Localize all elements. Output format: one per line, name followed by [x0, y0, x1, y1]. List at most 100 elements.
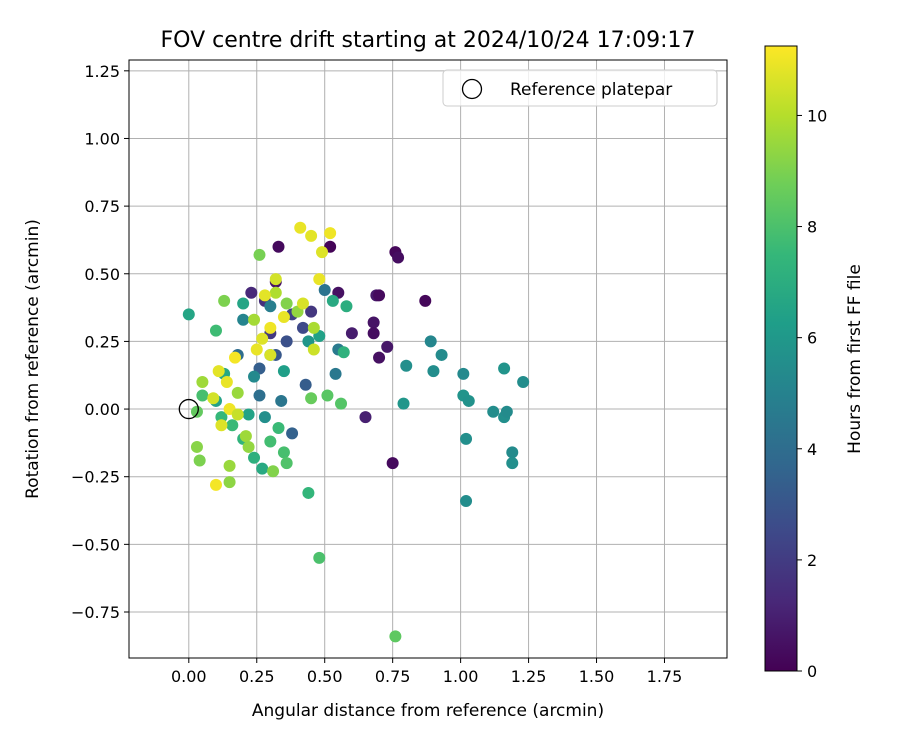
scatter-point: [296, 297, 309, 310]
scatter-point: [253, 248, 266, 261]
scatter-point: [239, 430, 252, 443]
y-tick-label: 1.00: [84, 129, 120, 148]
scatter-point: [487, 405, 500, 418]
scatter-point: [250, 343, 263, 356]
scatter-point: [245, 286, 258, 299]
scatter-point: [272, 422, 285, 434]
x-tick-label: 0.50: [307, 667, 343, 686]
scatter-point: [248, 451, 261, 464]
y-axis-label: Rotation from reference (arcmin): [23, 219, 43, 499]
legend: Reference platepar: [442, 69, 718, 107]
scatter-point: [267, 465, 280, 478]
scatter-point: [419, 294, 432, 307]
scatter-point: [264, 348, 277, 361]
colorbar-tick-label: 8: [807, 218, 817, 237]
scatter-point: [307, 321, 320, 334]
scatter-point: [196, 376, 209, 388]
scatter-point: [223, 476, 236, 489]
scatter-point: [315, 246, 328, 259]
scatter-point: [318, 284, 331, 296]
y-tick-label: 0.25: [84, 332, 120, 351]
scatter-point: [299, 378, 312, 391]
scatter-point: [277, 365, 290, 378]
colorbar: [765, 46, 797, 671]
legend-box: [442, 69, 718, 107]
scatter-point: [335, 397, 348, 410]
scatter-point: [386, 457, 399, 470]
x-tick-label: 0.25: [239, 667, 275, 686]
scatter-point: [302, 486, 315, 499]
x-tick-label: 1.25: [511, 667, 547, 686]
scatter-point: [313, 551, 326, 564]
scatter-point: [389, 630, 402, 643]
scatter-point: [264, 435, 277, 448]
scatter-point: [324, 227, 337, 240]
y-tick-label: 0.75: [84, 197, 120, 216]
scatter-point: [326, 294, 339, 307]
scatter-point: [277, 311, 290, 324]
x-tick-label: 1.75: [647, 667, 683, 686]
scatter-point: [506, 457, 519, 470]
scatter-point: [229, 351, 242, 364]
scatter-point: [397, 397, 410, 410]
scatter-point: [305, 229, 318, 242]
scatter-point: [218, 294, 231, 307]
chart-title: FOV centre drift starting at 2024/10/24 …: [161, 28, 696, 53]
colorbar-tick-label: 10: [807, 106, 827, 125]
scatter-point: [256, 462, 269, 475]
colorbar-tick-label: 0: [807, 662, 817, 681]
scatter-point: [400, 359, 413, 372]
scatter-point: [294, 221, 307, 234]
scatter-point: [264, 300, 277, 313]
scatter-point: [275, 394, 288, 407]
scatter-point: [427, 365, 440, 378]
y-tick-label: 0.00: [84, 400, 120, 419]
scatter-point: [220, 376, 233, 388]
scatter-point: [242, 440, 255, 453]
colorbar-label: Hours from first FF file: [845, 264, 865, 454]
scatter-point: [209, 324, 222, 337]
scatter-point: [196, 389, 209, 402]
scatter-point: [500, 405, 513, 418]
scatter-point: [280, 335, 293, 348]
scatter-point: [190, 405, 203, 418]
scatter-point: [242, 408, 255, 421]
scatter-point: [305, 392, 318, 405]
scatter-point: [223, 459, 236, 472]
x-axis-ticks: 0.00 0.25 0.50 0.75 1.00 1.25 1.50 1.75: [171, 658, 682, 686]
scatter-point: [373, 351, 386, 364]
y-tick-label: 1.25: [84, 62, 120, 81]
reference-platepar-marker: [178, 398, 199, 420]
scatter-point: [424, 335, 437, 348]
scatter-point: [460, 432, 473, 445]
x-tick-label: 1.50: [579, 667, 615, 686]
scatter-point: [207, 392, 220, 405]
scatter-point: [340, 300, 353, 313]
scatter-point: [307, 343, 320, 356]
scatter-point: [209, 478, 222, 491]
legend-entry-label: Reference platepar: [510, 80, 672, 100]
scatter-point: [462, 394, 475, 407]
scatter-points: [182, 221, 530, 643]
grid: [129, 60, 727, 658]
scatter-point: [381, 340, 394, 353]
scatter-point: [392, 251, 405, 264]
scatter-point: [237, 297, 250, 310]
scatter-point: [190, 440, 203, 453]
colorbar-tick-label: 4: [807, 440, 817, 459]
scatter-point: [305, 305, 318, 318]
scatter-point: [280, 457, 293, 470]
scatter-point: [226, 419, 239, 432]
scatter-point: [231, 386, 244, 399]
scatter-point: [313, 273, 326, 286]
colorbar-ticks: 0 2 4 6 8 10: [797, 106, 827, 681]
scatter-point: [367, 327, 380, 340]
x-tick-label: 1.00: [443, 667, 479, 686]
y-tick-label: −0.50: [71, 535, 120, 554]
scatter-point: [253, 389, 266, 402]
colorbar-tick-label: 6: [807, 329, 817, 348]
scatter-point: [517, 376, 530, 388]
scatter-point: [231, 408, 244, 421]
y-tick-label: 0.50: [84, 265, 120, 284]
